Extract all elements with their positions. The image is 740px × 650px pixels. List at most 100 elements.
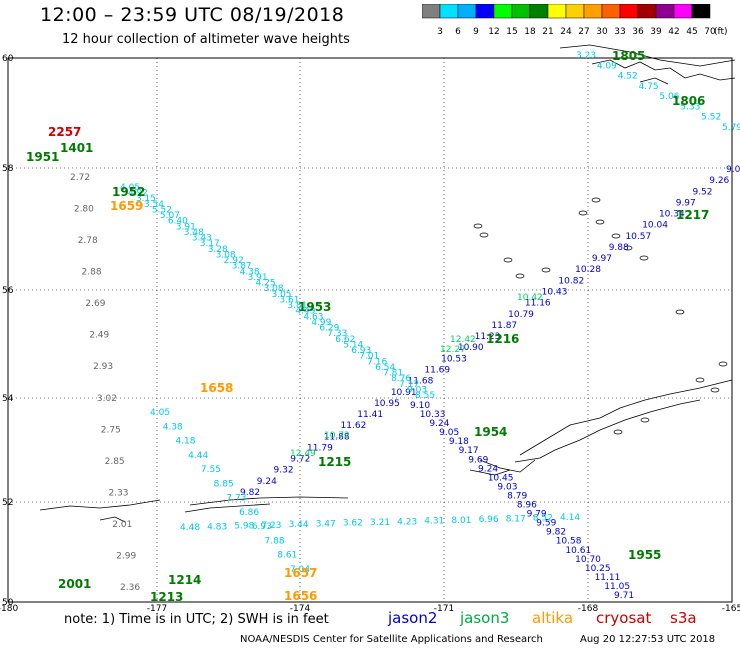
swh-value: 3.48 [184, 228, 204, 238]
track-time-label: 2257 [48, 125, 81, 139]
jason2-swh-value: 10.91 [391, 388, 417, 398]
track-time-label: 1401 [60, 141, 93, 155]
swh-value: 4.18 [175, 437, 195, 447]
swh-value: 3.08 [264, 284, 284, 294]
island [623, 245, 633, 251]
track-time-label: 1215 [318, 455, 351, 469]
track-time-label: 1214 [168, 573, 201, 587]
swh-value: 5.79 [722, 123, 740, 133]
swh-value: 4.83 [207, 522, 227, 532]
jason2-swh-value: 9.72 [290, 455, 310, 465]
jason3-swh-value: 10.72 [324, 431, 350, 441]
swh-value: 4.99 [311, 318, 331, 328]
jason2-swh-value: 10.33 [420, 410, 446, 420]
track-time-label: 1658 [200, 381, 233, 395]
jason2-swh-value: 8.79 [507, 491, 527, 501]
jason2-swh-value: 10.79 [508, 310, 534, 320]
jason2-swh-value: 11.16 [525, 299, 551, 309]
swh-value: 4.52 [618, 72, 638, 82]
island [613, 429, 623, 435]
island [695, 377, 705, 383]
swh-value: 4.09 [597, 61, 617, 71]
lat-tick-label: 60 [2, 54, 14, 64]
jason2-swh-value: 10.43 [542, 288, 568, 298]
swh-value: 8.55 [415, 391, 435, 401]
track-time-label: 1955 [628, 548, 661, 562]
island [578, 210, 588, 216]
swh-value: 4.48 [180, 523, 200, 533]
jason2-swh-value: 9.18 [449, 437, 469, 447]
track-time-label: 1213 [150, 590, 183, 604]
track-time-label: 1659 [110, 199, 143, 213]
track-time-label: 1657 [284, 566, 317, 580]
jason2-swh-value: 8.96 [517, 501, 537, 511]
swh-value: 6.96 [479, 515, 499, 525]
swh-value: 3.02 [97, 394, 117, 404]
jason2-swh-value: 9.59 [536, 519, 556, 529]
track-time-label: 1951 [26, 150, 59, 164]
track-time-label: 1952 [112, 185, 145, 199]
swh-value: 5.33 [680, 102, 700, 112]
swh-value: 3.44 [289, 520, 309, 530]
jason2-swh-value: 10.04 [642, 221, 668, 231]
swh-value: 4.63 [303, 312, 323, 322]
swh-value: 4.05 [150, 408, 170, 418]
jason2-swh-value: 9.69 [468, 455, 488, 465]
swh-value: 3.23 [576, 51, 596, 61]
island [541, 267, 551, 273]
island [710, 387, 720, 393]
coastline [469, 469, 511, 476]
island [675, 309, 685, 315]
swh-value: 3.47 [316, 519, 336, 529]
jason2-swh-value: 11.79 [307, 443, 333, 453]
island [639, 255, 649, 261]
jason2-swh-value: 10.90 [458, 343, 484, 353]
swh-value: 2.99 [116, 551, 136, 561]
swh-value: 7.23 [261, 521, 281, 531]
jason2-swh-value: 10.57 [625, 232, 651, 242]
coastline [514, 399, 701, 463]
colorbar-label: 39 [650, 27, 662, 37]
jason2-swh-value: 9.82 [546, 528, 566, 538]
swh-value: 3.54 [144, 200, 164, 210]
swh-value: 2.49 [89, 331, 109, 341]
colorbar-label: 42 [668, 27, 679, 37]
swh-value: 3.62 [343, 519, 363, 529]
jason2-swh-value: 10.28 [575, 265, 601, 275]
lat-tick-label: 52 [2, 498, 13, 508]
swh-value: 2.75 [101, 425, 121, 435]
swh-value: 3.91 [176, 222, 196, 232]
swh-value: 2.85 [105, 457, 125, 467]
island [473, 223, 483, 229]
legend-jason3: jason3 [460, 609, 510, 627]
jason2-swh-value: 11.87 [491, 321, 517, 331]
swh-value: 2.69 [85, 299, 105, 309]
coastline [591, 59, 736, 81]
legend-jason2: jason2 [388, 609, 438, 627]
swh-value: 2.88 [82, 268, 102, 278]
jason2-swh-value: 9.03 [726, 165, 740, 175]
jason3-swh-value: 12.49 [290, 449, 316, 459]
swh-value: 7.81 [383, 369, 403, 379]
swh-value: 8.76 [391, 374, 411, 384]
jason2-swh-value: 10.95 [374, 399, 400, 409]
swh-value: 6.40 [168, 217, 188, 227]
track-time-label: 1805 [612, 49, 645, 63]
swh-value: 2.92 [224, 256, 244, 266]
jason2-swh-value: 11.68 [408, 377, 434, 387]
island [503, 257, 513, 263]
swh-value: 3.28 [208, 245, 228, 255]
jason2-swh-value: 9.79 [527, 510, 547, 520]
swh-value: 3.17 [200, 239, 220, 249]
colorbar-label: 15 [506, 27, 517, 37]
jason3-swh-value: 10.42 [517, 293, 543, 303]
jason2-swh-value: 9.05 [439, 428, 459, 438]
swh-value: 2.93 [93, 362, 113, 372]
colorbar: 3 6 9 12 15 18 21 24 27 30 33 36 39 42 45 70(ft) [422, 4, 728, 37]
swh-value: 4.92 [128, 189, 148, 199]
colorbar-label: 45 [686, 27, 697, 37]
colorbar-label: 18 [524, 27, 536, 37]
swh-value: 5.06 [659, 92, 679, 102]
swh-value: 4.23 [397, 517, 417, 527]
